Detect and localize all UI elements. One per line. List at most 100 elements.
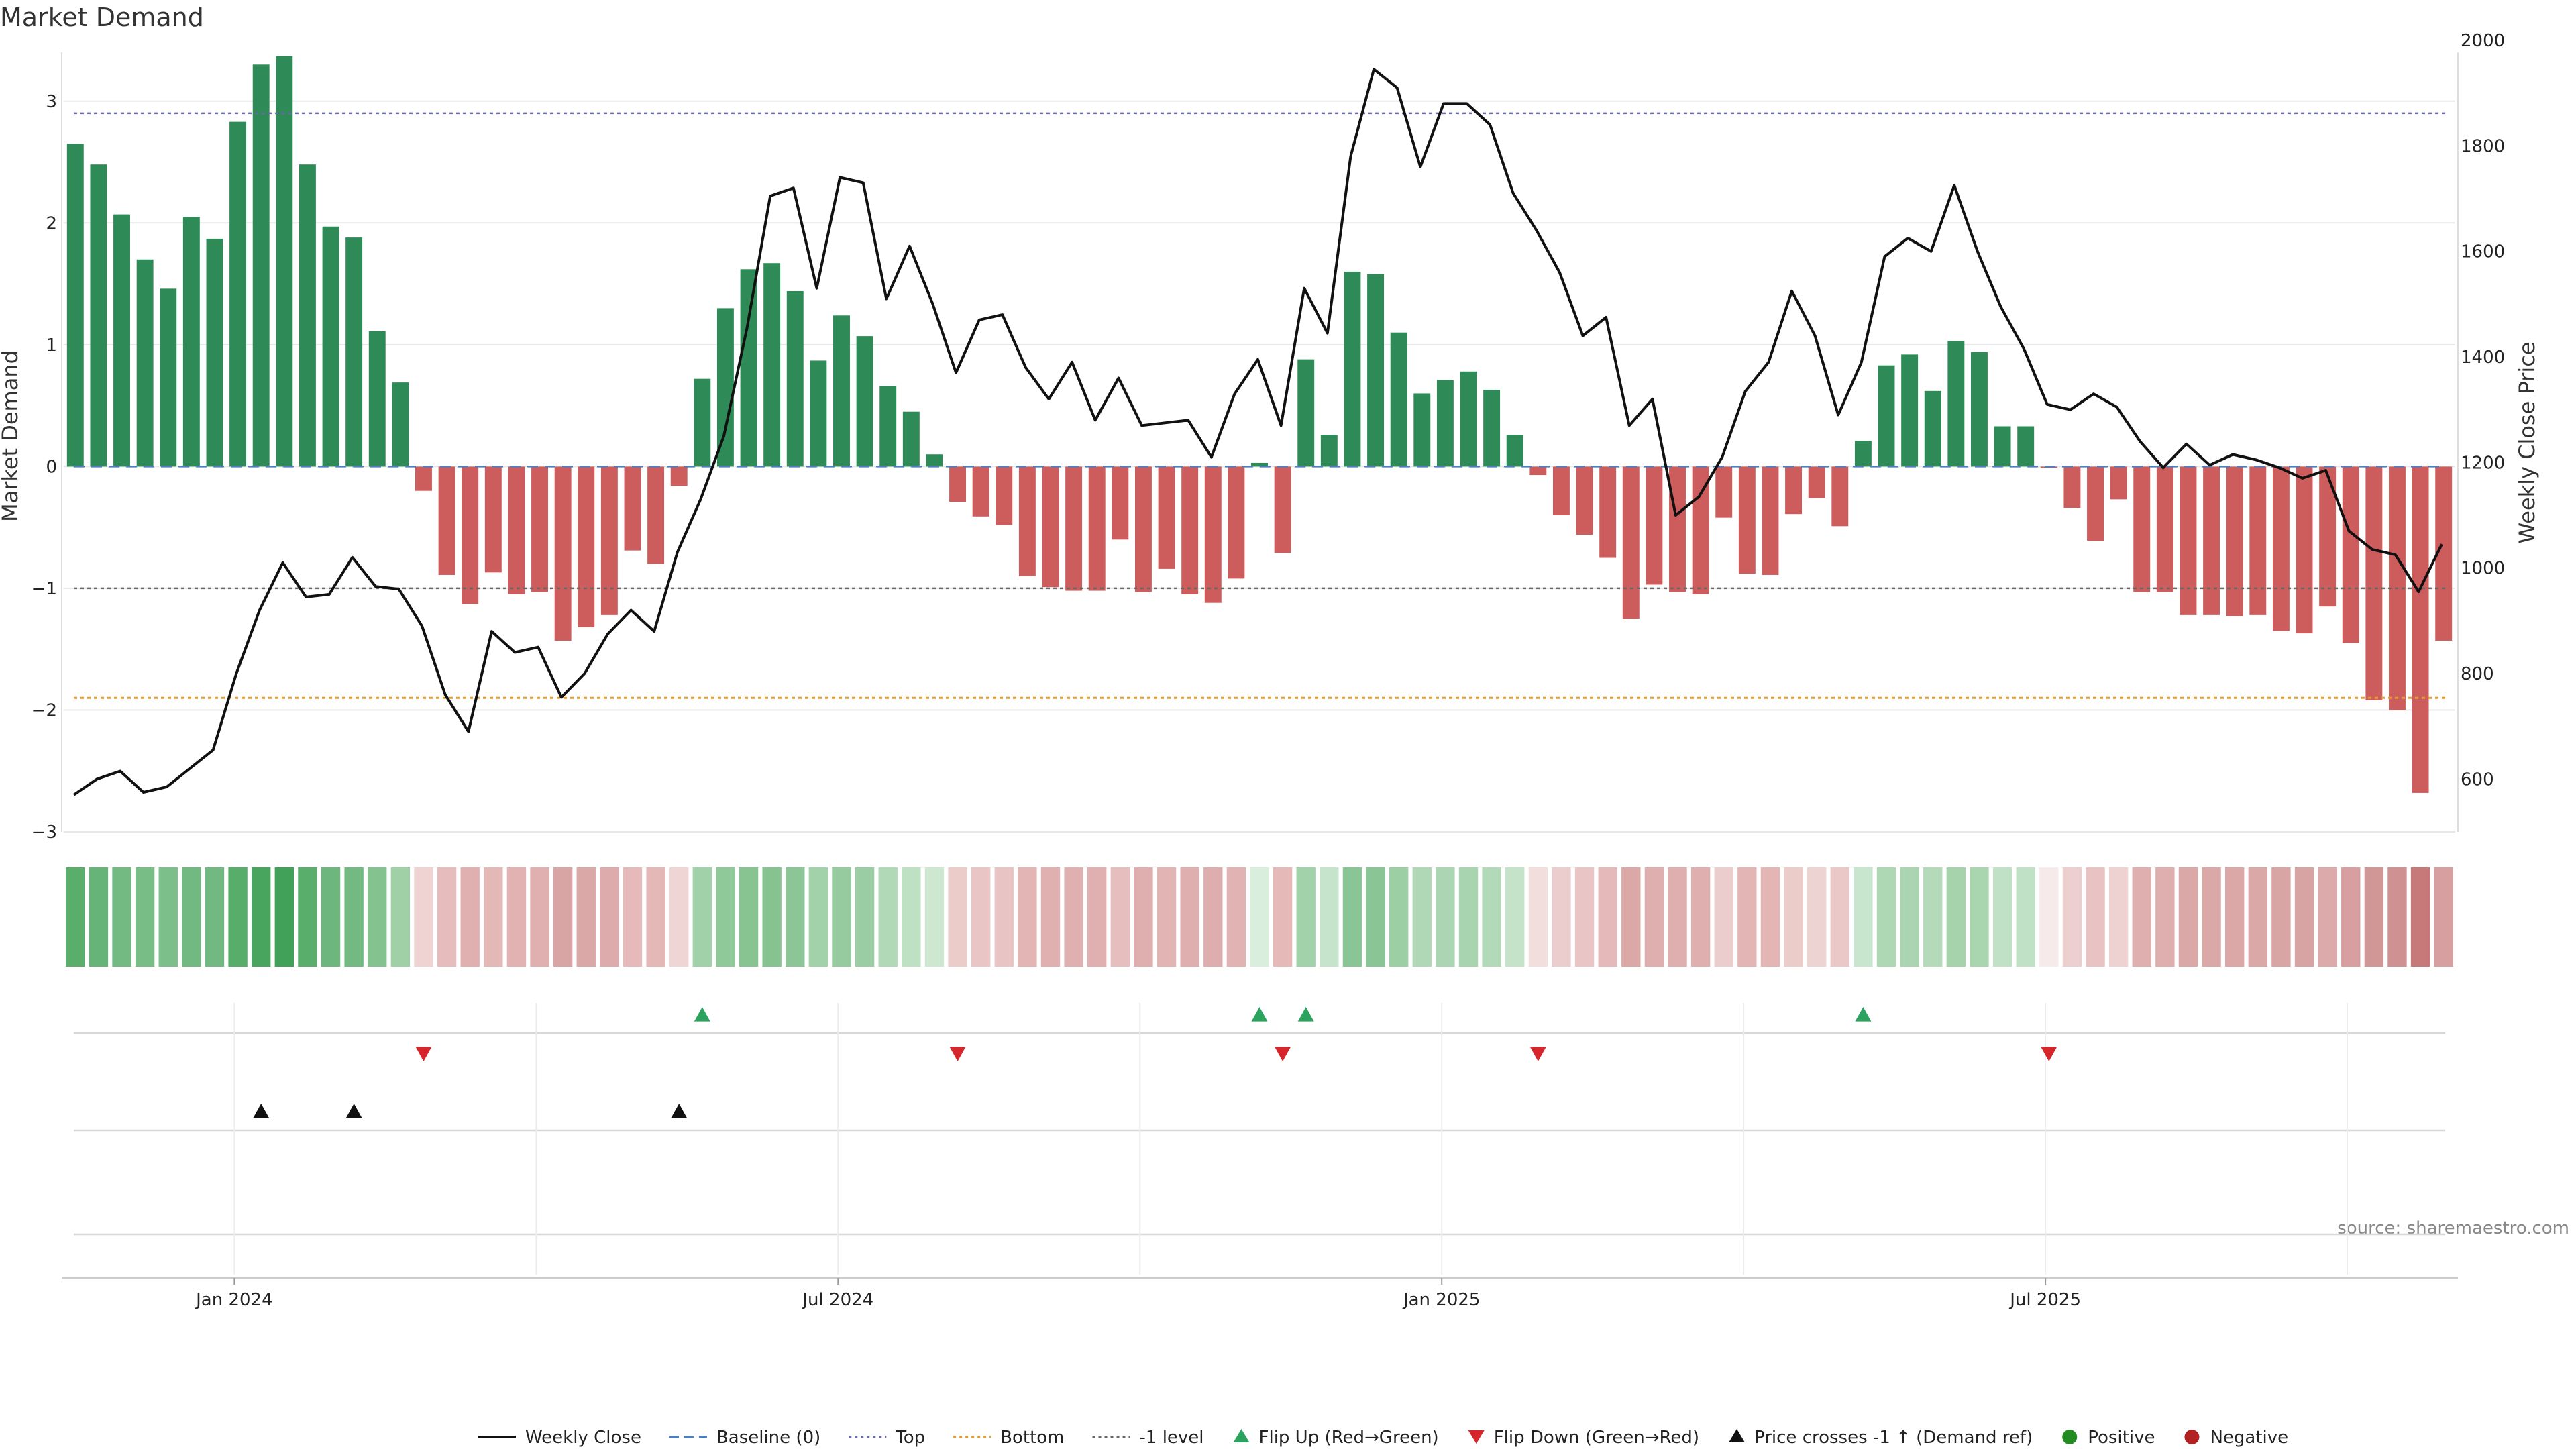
demand-bar — [856, 336, 873, 467]
demand-bar — [1669, 466, 1686, 592]
reference-levels — [74, 112, 2445, 699]
legend-label: -1 level — [1140, 1428, 1204, 1448]
demand-bar — [1390, 332, 1407, 467]
legend-label: Negative — [2210, 1428, 2288, 1448]
strip-cell — [1342, 867, 1362, 967]
legend-label: Price crosses -1 ↑ (Demand ref) — [1754, 1428, 2033, 1448]
demand-bar — [1762, 466, 1779, 575]
demand-bar — [1971, 352, 1988, 467]
y-tick-right: 1200 — [2461, 453, 2505, 473]
legend-swatch — [1233, 1429, 1250, 1442]
demand-bar — [1715, 466, 1733, 518]
y-tick-left: 0 — [46, 457, 57, 477]
demand-bar — [1274, 466, 1291, 553]
y-tick-right: 1600 — [2461, 242, 2505, 262]
strip-cell — [924, 867, 945, 967]
y-tick-right: 2000 — [2461, 31, 2505, 51]
demand-bar — [763, 263, 781, 467]
strip-cell — [2434, 867, 2453, 967]
strip-cell — [298, 867, 317, 967]
demand-bar — [1134, 466, 1152, 592]
demand-bar — [1204, 466, 1222, 603]
strip-cell — [762, 867, 782, 967]
legend-label: Positive — [2088, 1428, 2155, 1448]
demand-bar — [949, 466, 967, 502]
strip-cell — [135, 867, 155, 967]
strip-cell — [1458, 867, 1479, 967]
demand-bar — [90, 164, 107, 467]
strip-cell — [1784, 867, 1803, 967]
demand-bar — [206, 238, 223, 467]
demand-bar — [1042, 466, 1059, 588]
demand-bar — [554, 466, 572, 641]
strip-cell — [1621, 867, 1641, 967]
strip-cell — [994, 867, 1014, 967]
strip-cell — [274, 867, 294, 967]
strip-cell — [1668, 867, 1687, 967]
price-cross-marker — [345, 1104, 362, 1118]
y-tick-right: 1800 — [2461, 136, 2505, 156]
demand-bar — [1460, 371, 1477, 467]
demand-bar — [740, 269, 757, 467]
legend-swatch — [1729, 1429, 1746, 1442]
strip-cell — [855, 867, 875, 967]
strip-cell — [878, 867, 898, 967]
strip-cell — [576, 867, 596, 967]
strip-cell — [1830, 867, 1849, 967]
strip-cell — [506, 867, 527, 967]
demand-bar — [113, 214, 130, 467]
strip-cell — [1087, 867, 1107, 967]
strip-cell — [971, 867, 991, 967]
event-markers — [74, 1003, 2445, 1275]
strip-cell — [1854, 867, 1873, 967]
demand-bar — [1599, 466, 1617, 558]
legend-label: Bottom — [1000, 1428, 1064, 1448]
demand-bar — [2180, 466, 2197, 615]
strip-cell — [2016, 867, 2035, 967]
demand-bar — [996, 466, 1013, 525]
strip-cell — [1970, 867, 1989, 967]
strip-cell — [182, 867, 201, 967]
strip-cell — [1320, 867, 1339, 967]
strip-cell — [2410, 867, 2430, 967]
strip-cell — [1366, 867, 1385, 967]
demand-bar — [1065, 466, 1083, 591]
y-tick-right: 1000 — [2461, 559, 2505, 579]
demand-bar — [1576, 466, 1593, 535]
strip-cell — [832, 867, 851, 967]
strip-cell — [2155, 867, 2175, 967]
strip-cell — [2039, 867, 2059, 967]
weekly-close-line — [72, 68, 2443, 796]
flip-down-marker — [2041, 1046, 2057, 1061]
demand-bar — [2156, 466, 2174, 592]
y-tick-left: 3 — [46, 92, 57, 112]
demand-bar — [1483, 390, 1501, 467]
legend-label: Flip Down (Green→Red) — [1494, 1428, 1699, 1448]
flip-down-marker — [1275, 1046, 1291, 1061]
legend-label: Flip Up (Red→Green) — [1259, 1428, 1439, 1448]
demand-bar — [647, 466, 665, 564]
demand-bar — [1251, 462, 1268, 467]
demand-bar — [2063, 466, 2081, 508]
demand-bar — [1808, 466, 1825, 498]
legend-label: Baseline (0) — [716, 1428, 820, 1448]
strip-cell — [600, 867, 619, 967]
strip-cell — [1250, 867, 1269, 967]
demand-bar — [810, 360, 827, 467]
strip-cell — [902, 867, 921, 967]
y-tick-left: −2 — [32, 700, 57, 720]
demand-bar — [1158, 466, 1175, 569]
demand-bar — [1112, 466, 1129, 540]
demand-bar — [299, 164, 316, 467]
demand-bar — [1088, 466, 1106, 591]
strip-cell — [1389, 867, 1409, 967]
strip-cell — [2132, 867, 2151, 967]
demand-bar — [1529, 466, 1547, 476]
strip-cell — [205, 867, 225, 967]
demand-bar — [1854, 441, 1872, 467]
demand-bar — [415, 466, 432, 491]
demand-bar — [484, 466, 502, 573]
strip-cell — [1273, 867, 1293, 967]
flip-down-marker — [415, 1046, 432, 1061]
